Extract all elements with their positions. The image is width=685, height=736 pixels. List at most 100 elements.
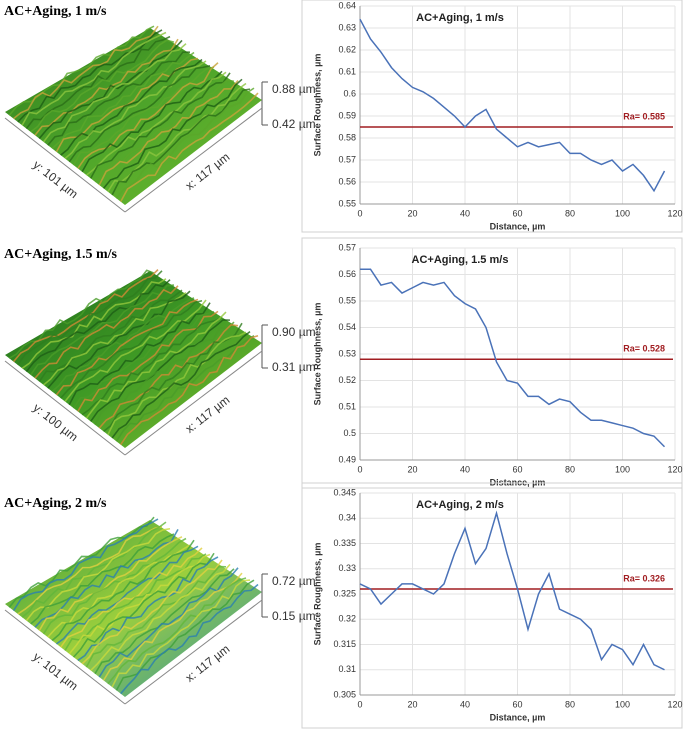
y-tick-label: 0.34	[338, 513, 356, 523]
surface-ridge	[60, 547, 203, 648]
surface-ridge	[60, 299, 203, 399]
data-line	[359, 510, 665, 671]
surface-ridge	[81, 559, 223, 665]
surface-title: AC+Aging, 2 m/s	[4, 496, 107, 511]
x-tick-label: 60	[512, 208, 522, 218]
surface-ridge	[115, 334, 255, 442]
y-tick-label: 0.325	[333, 588, 356, 598]
surface-ridge	[21, 521, 167, 618]
y-tick-label: 0.62	[338, 44, 356, 54]
surface-ridge	[77, 62, 219, 169]
y-tick-label: 0.56	[338, 269, 356, 279]
surface-ridge	[85, 565, 227, 668]
x-tick-label: 120	[667, 208, 682, 218]
surface-ridge	[25, 279, 171, 373]
x-tick-label: 40	[460, 699, 470, 709]
x-extent-label: x: 117 µm	[183, 393, 233, 436]
z-min-label: 0.15 µm	[272, 609, 316, 623]
surface-ridge	[98, 567, 239, 678]
y-tick-label: 0.57	[338, 154, 356, 164]
surface-ridge	[12, 518, 159, 612]
edge	[4, 609, 126, 705]
y-tick-label: 0.55	[338, 295, 356, 305]
surface-ridge	[42, 537, 187, 635]
x-tick-label: 80	[565, 464, 575, 474]
y-tick-label: 0.315	[333, 639, 356, 649]
surface-title: AC+Aging, 1 m/s	[4, 4, 107, 19]
surface-ridge	[68, 65, 211, 163]
data-line	[360, 268, 666, 448]
y-tick-label: 0.32	[338, 614, 356, 624]
surface-ridge	[102, 572, 243, 681]
z-max-label: 0.88 µm	[272, 82, 316, 96]
x-extent-label: x: 117 µm	[183, 150, 233, 193]
surface-ridge	[102, 78, 243, 189]
surface-ridge	[25, 35, 171, 130]
surface-ridge	[111, 331, 251, 439]
x-tick-label: 60	[512, 464, 522, 474]
x-axis-label: Distance, µm	[490, 477, 546, 487]
x-tick-label: 100	[615, 464, 630, 474]
surface-ridge	[51, 51, 195, 150]
x-tick-label: 0	[357, 464, 362, 474]
y-tick-label: 0.345	[333, 487, 356, 497]
z-max-label: 0.90 µm	[272, 325, 316, 339]
chart-frame	[301, 482, 683, 729]
surface-ridge	[17, 270, 163, 366]
surface-ridge	[12, 269, 159, 363]
y-tick-label: 0.31	[338, 664, 356, 674]
reference-label: Ra= 0.326	[623, 573, 665, 583]
y-tick-label: 0.58	[338, 132, 356, 142]
surface-ridge	[17, 526, 163, 615]
x-axis-label: Distance, µm	[490, 221, 546, 231]
surface-ridge	[13, 25, 159, 120]
surface-ridge	[51, 539, 195, 642]
x-tick-label: 20	[407, 464, 417, 474]
surface-ridge	[34, 38, 179, 136]
x-tick-label: 120	[667, 464, 682, 474]
y-tick-label: 0.56	[338, 176, 356, 186]
x-tick-label: 20	[407, 699, 417, 709]
y-tick-label: 0.5	[343, 428, 356, 438]
surface-ridge	[98, 80, 239, 186]
surface-ridge	[38, 536, 183, 631]
x-tick-label: 100	[615, 699, 630, 709]
x-tick-label: 60	[512, 699, 522, 709]
surface-ridge	[77, 556, 219, 662]
y-tick-label: 0.55	[338, 198, 356, 208]
surface-ridge	[81, 70, 223, 173]
chart-title: AC+Aging, 1.5 m/s	[412, 254, 509, 266]
surface-ridge	[120, 335, 259, 446]
x-tick-label: 40	[460, 464, 470, 474]
chart-frame	[301, 237, 683, 489]
surface-ridge	[55, 545, 199, 645]
chart-frame	[301, 0, 683, 233]
chart-title: AC+Aging, 2 m/s	[416, 499, 504, 511]
surface-ridge	[107, 577, 247, 685]
surface-ridge	[115, 87, 255, 199]
y-tick-label: 0.52	[338, 375, 356, 385]
surface-ridge	[85, 71, 227, 176]
data-line	[359, 18, 666, 193]
y-tick-label: 0.54	[338, 322, 356, 332]
y-tick-label: 0.64	[338, 0, 356, 10]
y-tick-label: 0.63	[338, 22, 356, 32]
surface-ridge	[120, 92, 259, 203]
x-tick-label: 0	[357, 208, 362, 218]
x-axis-label: Distance, µm	[490, 712, 546, 722]
y-tick-label: 0.33	[338, 563, 356, 573]
reference-label: Ra= 0.585	[623, 111, 665, 121]
y-tick-label: 0.49	[338, 454, 356, 464]
surface-ridge	[77, 310, 219, 412]
surface-ridge	[72, 552, 215, 658]
surface-ridge	[43, 291, 187, 386]
x-tick-label: 0	[357, 699, 362, 709]
surface-ridge	[30, 39, 175, 133]
y-tick-label: 0.335	[333, 538, 356, 548]
y-axis-label: Surface Roughness, µm	[312, 543, 322, 646]
z-min-label: 0.31 µm	[272, 360, 316, 374]
x-tick-label: 80	[565, 208, 575, 218]
surface-ridge	[103, 322, 243, 433]
edge	[4, 117, 126, 213]
